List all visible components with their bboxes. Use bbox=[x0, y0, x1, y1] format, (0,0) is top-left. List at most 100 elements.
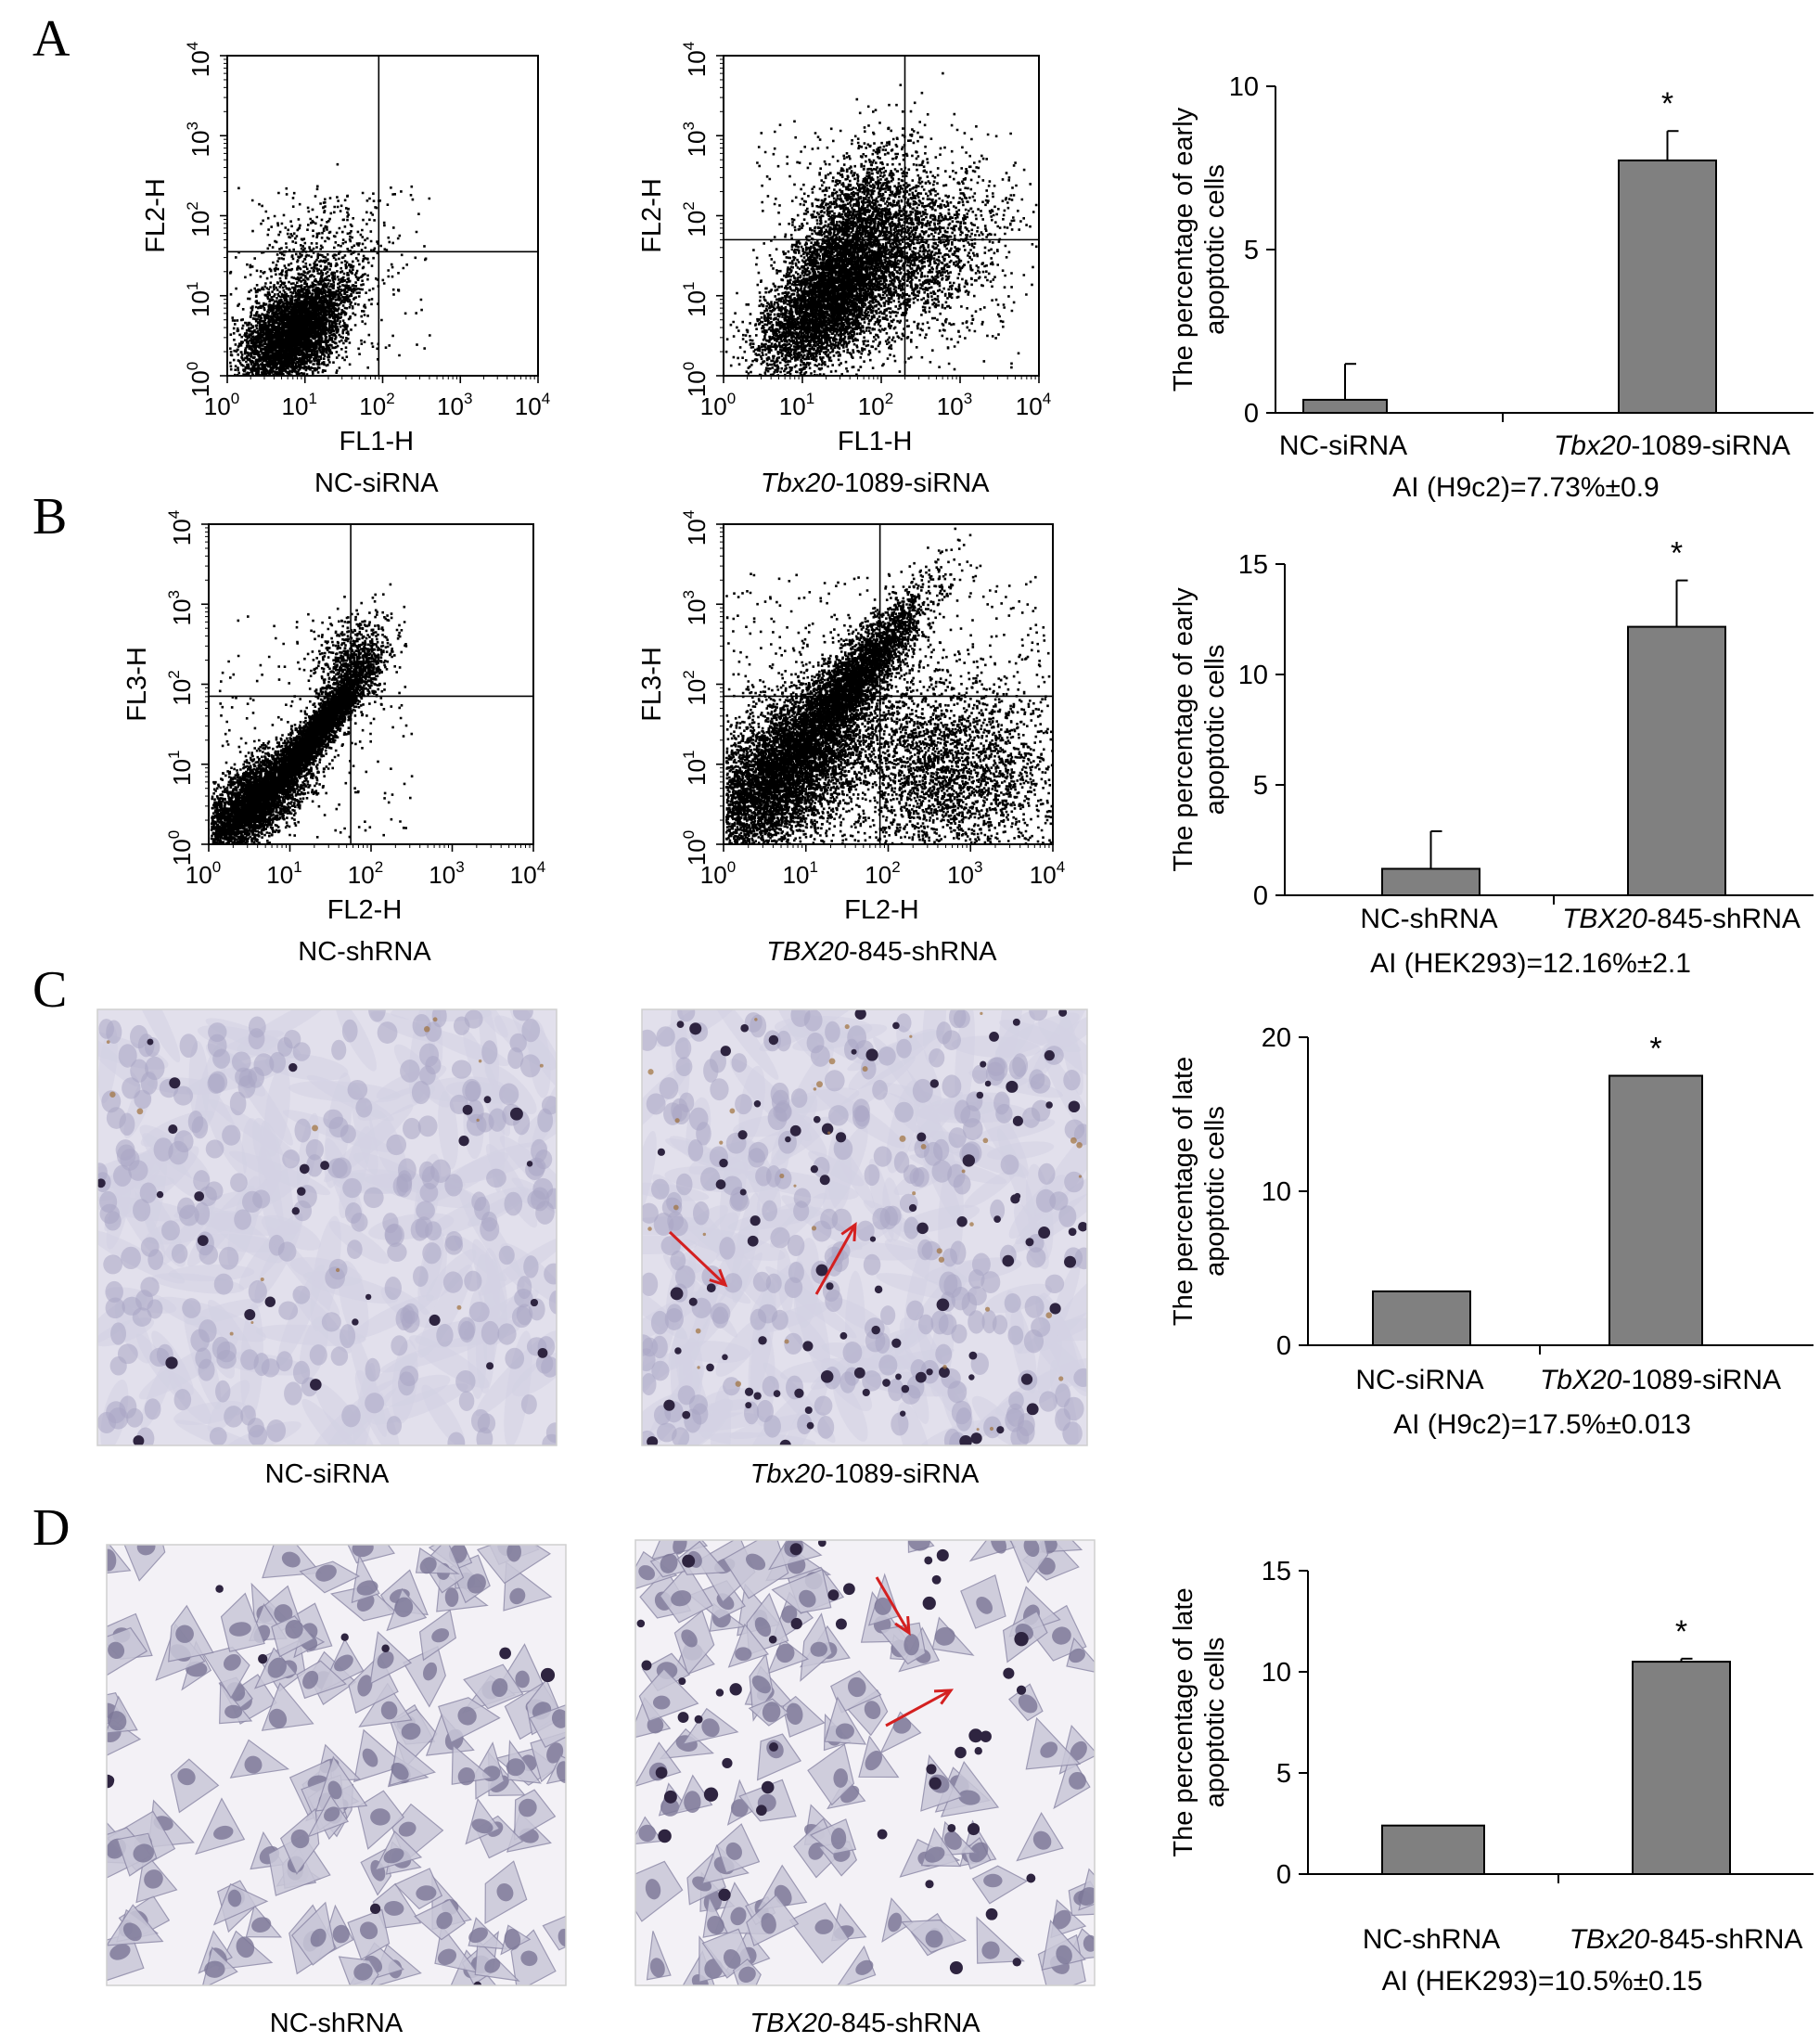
nucleus bbox=[938, 1314, 957, 1336]
nucleus bbox=[735, 1094, 752, 1115]
apoptotic-nucleus bbox=[1016, 1685, 1027, 1695]
brown-stain bbox=[539, 1063, 544, 1068]
apoptotic-nucleus bbox=[936, 1548, 949, 1561]
nucleus bbox=[110, 1322, 127, 1345]
nucleus bbox=[176, 1197, 196, 1220]
nucleus bbox=[509, 1587, 526, 1605]
nucleus bbox=[790, 1088, 808, 1109]
x-tick-exp: 4 bbox=[1057, 858, 1065, 876]
apoptotic-nucleus bbox=[769, 1741, 778, 1752]
nucleus bbox=[1073, 1368, 1087, 1387]
nucleus bbox=[281, 1551, 301, 1568]
nucleus bbox=[913, 1166, 929, 1188]
x-axis-label: FL2-H bbox=[844, 895, 919, 925]
nucleus bbox=[391, 1762, 409, 1780]
apoptotic-nucleus bbox=[865, 1048, 878, 1061]
y-tick-label: 10 bbox=[1262, 1658, 1291, 1688]
nucleus bbox=[241, 1190, 263, 1214]
nucleus bbox=[130, 1059, 149, 1083]
nucleus bbox=[355, 1098, 373, 1118]
panel-c-left-caption-rest: NC-siRNA bbox=[265, 1459, 390, 1489]
apoptotic-nucleus bbox=[703, 1787, 719, 1802]
apoptotic-nucleus bbox=[729, 1683, 742, 1696]
arrow-head bbox=[709, 1268, 728, 1288]
apoptotic-nucleus bbox=[658, 1829, 672, 1843]
nucleus bbox=[723, 1948, 741, 1970]
nucleus bbox=[112, 1164, 132, 1187]
apoptotic-nucleus bbox=[720, 1046, 731, 1057]
nucleus bbox=[292, 1285, 311, 1304]
nucleus bbox=[873, 1146, 892, 1167]
nucleus bbox=[109, 1944, 131, 1960]
nucleus bbox=[400, 1060, 420, 1083]
cell-body bbox=[671, 1204, 728, 1251]
y-tick-exp: 4 bbox=[184, 42, 201, 50]
nucleus bbox=[878, 1355, 898, 1376]
apoptotic-nucleus bbox=[715, 1179, 726, 1189]
x-tick-exp: 2 bbox=[885, 390, 893, 407]
apoptotic-nucleus bbox=[1012, 1018, 1020, 1026]
nucleus bbox=[512, 1009, 533, 1021]
y-tick-base: 10 bbox=[683, 370, 711, 397]
apoptotic-nucleus bbox=[682, 1410, 691, 1419]
apoptotic-nucleus bbox=[688, 1297, 698, 1306]
nucleus bbox=[675, 1057, 693, 1076]
apoptotic-nucleus bbox=[835, 1618, 847, 1630]
nucleus bbox=[1030, 1073, 1051, 1094]
nucleus bbox=[925, 1930, 943, 1948]
nucleus bbox=[261, 1358, 280, 1378]
nucleus bbox=[971, 1252, 991, 1277]
category-italic: Tbx20 bbox=[1554, 430, 1632, 461]
nucleus bbox=[140, 1237, 160, 1257]
nucleus bbox=[892, 1717, 912, 1734]
nucleus bbox=[544, 1263, 557, 1285]
nucleus bbox=[506, 1758, 526, 1777]
nucleus bbox=[161, 1220, 180, 1241]
apoptosis-index-note: AI (H9c2)=17.5%±0.013 bbox=[1393, 1409, 1691, 1440]
nucleus bbox=[874, 1597, 891, 1615]
nucleus bbox=[352, 1545, 374, 1558]
nucleus bbox=[744, 1012, 763, 1033]
apoptotic-nucleus bbox=[369, 1903, 381, 1914]
brown-stain bbox=[423, 1026, 430, 1033]
cell-body bbox=[465, 1009, 508, 1038]
apoptotic-nucleus bbox=[806, 1421, 814, 1430]
nucleus bbox=[204, 1960, 225, 1978]
nucleus bbox=[436, 1323, 454, 1347]
apoptotic-nucleus bbox=[959, 1434, 972, 1445]
y-axis-label: The percentage of lateapoptotic cells bbox=[1169, 1057, 1230, 1326]
nucleus bbox=[363, 1187, 384, 1209]
nucleus bbox=[347, 1239, 363, 1259]
nucleus bbox=[730, 1907, 747, 1926]
apoptotic-nucleus bbox=[1044, 1050, 1055, 1061]
nucleus bbox=[710, 1078, 729, 1101]
category-rest: NC-shRNA bbox=[1360, 904, 1497, 934]
apoptotic-nucleus bbox=[756, 1804, 767, 1817]
nucleus bbox=[199, 1186, 217, 1207]
nucleus bbox=[1010, 1426, 1030, 1445]
nucleus bbox=[958, 1790, 980, 1805]
bar-0 bbox=[1381, 1824, 1485, 1876]
nucleus bbox=[847, 1676, 866, 1698]
y-tick-label: 10 bbox=[1229, 72, 1259, 102]
nucleus bbox=[1055, 1383, 1070, 1408]
apoptotic-nucleus bbox=[462, 1104, 473, 1115]
category-rest: NC-siRNA bbox=[1355, 1365, 1483, 1395]
cell-body bbox=[823, 1056, 916, 1127]
nucleus bbox=[948, 1127, 967, 1149]
brown-stain bbox=[942, 1365, 947, 1369]
x-tick-base: 10 bbox=[515, 392, 542, 420]
cell-body bbox=[123, 1545, 166, 1582]
category-rest: -1089-siRNA bbox=[1631, 430, 1790, 461]
apoptotic-nucleus bbox=[877, 1829, 888, 1840]
nucleus bbox=[650, 1310, 669, 1335]
nucleus bbox=[386, 1416, 403, 1435]
apoptotic-nucleus bbox=[429, 1314, 441, 1326]
cell-body bbox=[188, 1040, 210, 1127]
nucleus bbox=[168, 1140, 189, 1165]
nucleus bbox=[788, 1261, 804, 1284]
nucleus bbox=[767, 1106, 788, 1131]
apoptotic-nucleus bbox=[747, 1235, 759, 1247]
nucleus bbox=[981, 1941, 1000, 1959]
x-axis-label: FL1-H bbox=[838, 427, 913, 456]
